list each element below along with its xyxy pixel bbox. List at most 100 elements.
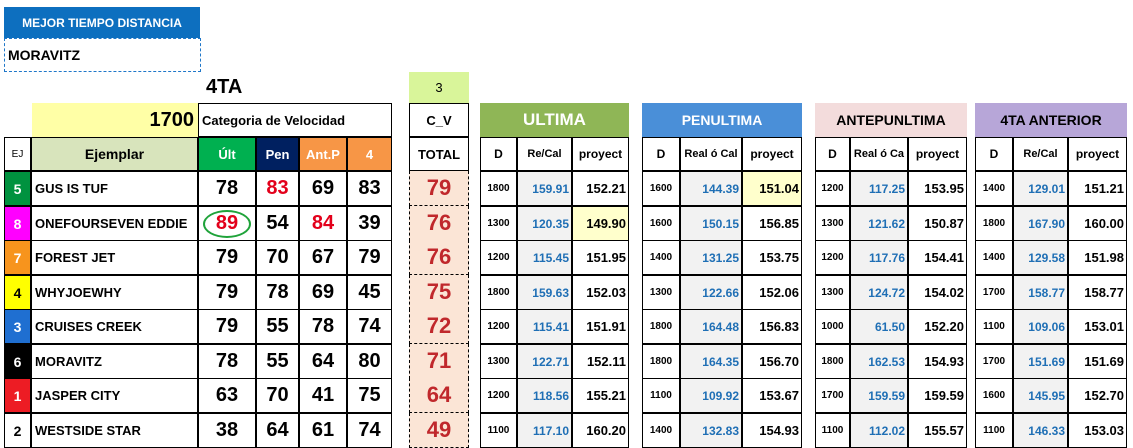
s1-real-cal: 131.25 [680, 240, 742, 275]
s3-proyect: 160.00 [1068, 206, 1127, 241]
best-time-label: MEJOR TIEMPO DISTANCIA [4, 7, 200, 38]
s0-distance: 1200 [480, 309, 517, 344]
s1-real-cal: 132.83 [680, 413, 742, 448]
s0-real-cal: 120.35 [517, 206, 572, 241]
s0-real-cal: 118.56 [517, 378, 572, 413]
s3-distance: 1400 [975, 240, 1013, 275]
s0-distance: 1300 [480, 206, 517, 241]
s1-rc-header: Real ó Cal [680, 137, 742, 171]
s0-proy-header: proyect [572, 137, 629, 171]
speed-four: 75 [347, 378, 392, 413]
speed-category-label: Categoria de Velocidad [198, 103, 392, 137]
s1-real-cal: 150.15 [680, 206, 742, 241]
s2-proyect: 154.93 [908, 344, 967, 379]
col-pen: Pen [256, 137, 299, 171]
s0-proyect: 151.91 [572, 309, 629, 344]
speed-four: 45 [347, 275, 392, 310]
speed-four: 83 [347, 171, 392, 206]
speed-pen: 64 [256, 413, 299, 448]
s3-proyect: 151.98 [1068, 240, 1127, 275]
s0-distance: 1100 [480, 413, 517, 448]
speed-total: 72 [409, 309, 469, 344]
s3-proy-header: proyect [1068, 137, 1127, 171]
speed-total: 64 [409, 378, 469, 413]
s1-distance: 1800 [642, 309, 680, 344]
s3-real-cal: 145.95 [1013, 378, 1068, 413]
s0-real-cal: 159.91 [517, 171, 572, 206]
col-four: 4 [347, 137, 392, 171]
s3-real-cal: 151.69 [1013, 344, 1068, 379]
s2-real-cal: 61.50 [850, 309, 908, 344]
s2-real-cal: 159.59 [850, 378, 908, 413]
s3-real-cal: 129.58 [1013, 240, 1068, 275]
s0-proyect: 155.21 [572, 378, 629, 413]
s1-proyect: 153.75 [742, 240, 802, 275]
s2-distance: 1000 [815, 309, 850, 344]
s0-proyect: 152.03 [572, 275, 629, 310]
speed-pen: 70 [256, 378, 299, 413]
horse-name: MORAVITZ [31, 344, 198, 379]
s0-distance: 1800 [480, 275, 517, 310]
s2-distance: 1700 [815, 378, 850, 413]
speed-ult: 79 [198, 240, 256, 275]
s0-real-cal: 115.41 [517, 309, 572, 344]
col-ej: EJ [4, 137, 31, 171]
s1-distance: 1300 [642, 275, 680, 310]
s0-proyect: 160.20 [572, 413, 629, 448]
speed-antp: 67 [299, 240, 347, 275]
s1-proy-header: proyect [742, 137, 802, 171]
s3-rc-header: Re/Cal [1013, 137, 1068, 171]
col-ejemplar: Ejemplar [31, 137, 198, 171]
speed-pen: 70 [256, 240, 299, 275]
program-number: 3 [4, 309, 31, 344]
speed-pen: 55 [256, 344, 299, 379]
s3-real-cal: 129.01 [1013, 171, 1068, 206]
speed-ult: 38 [198, 413, 256, 448]
s2-real-cal: 162.53 [850, 344, 908, 379]
speed-ult: 79 [198, 309, 256, 344]
s3-d-header: D [975, 137, 1013, 171]
speed-total: 76 [409, 240, 469, 275]
s1-distance: 1400 [642, 413, 680, 448]
s1-proyect: 151.04 [742, 171, 802, 206]
section-antepenultima-header: ANTEPUNLTIMA [815, 103, 967, 137]
s2-distance: 1800 [815, 344, 850, 379]
s1-proyect: 156.83 [742, 309, 802, 344]
s3-distance: 1100 [975, 413, 1013, 448]
s0-distance: 1800 [480, 171, 517, 206]
s1-d-header: D [642, 137, 680, 171]
speed-four: 39 [347, 206, 392, 241]
s0-real-cal: 117.10 [517, 413, 572, 448]
s1-distance: 1800 [642, 344, 680, 379]
s3-proyect: 153.01 [1068, 309, 1127, 344]
cv-label: C_V [409, 103, 469, 137]
race-label: 4TA [206, 76, 243, 98]
s2-proyect: 159.59 [908, 378, 967, 413]
program-number: 2 [4, 413, 31, 448]
s0-d-header: D [480, 137, 517, 171]
s3-real-cal: 158.77 [1013, 275, 1068, 310]
s0-distance: 1200 [480, 378, 517, 413]
s2-d-header: D [815, 137, 850, 171]
s3-real-cal: 109.06 [1013, 309, 1068, 344]
s1-proyect: 156.85 [742, 206, 802, 241]
s1-distance: 1600 [642, 171, 680, 206]
s2-distance: 1100 [815, 413, 850, 448]
s3-proyect: 158.77 [1068, 275, 1127, 310]
total-label: TOTAL [409, 137, 469, 171]
s1-distance: 1400 [642, 240, 680, 275]
horse-name: JASPER CITY [31, 378, 198, 413]
speed-four: 80 [347, 344, 392, 379]
s0-real-cal: 159.63 [517, 275, 572, 310]
s2-proyect: 153.95 [908, 171, 967, 206]
program-number: 1 [4, 378, 31, 413]
s3-distance: 1700 [975, 344, 1013, 379]
s2-distance: 1300 [815, 275, 850, 310]
speed-pen: 55 [256, 309, 299, 344]
s2-proyect: 155.57 [908, 413, 967, 448]
s2-rc-header: Real ó Ca [850, 137, 908, 171]
speed-pen: 54 [256, 206, 299, 241]
s3-proyect: 151.21 [1068, 171, 1127, 206]
col-antp: Ant.P [299, 137, 347, 171]
horse-name: CRUISES CREEK [31, 309, 198, 344]
